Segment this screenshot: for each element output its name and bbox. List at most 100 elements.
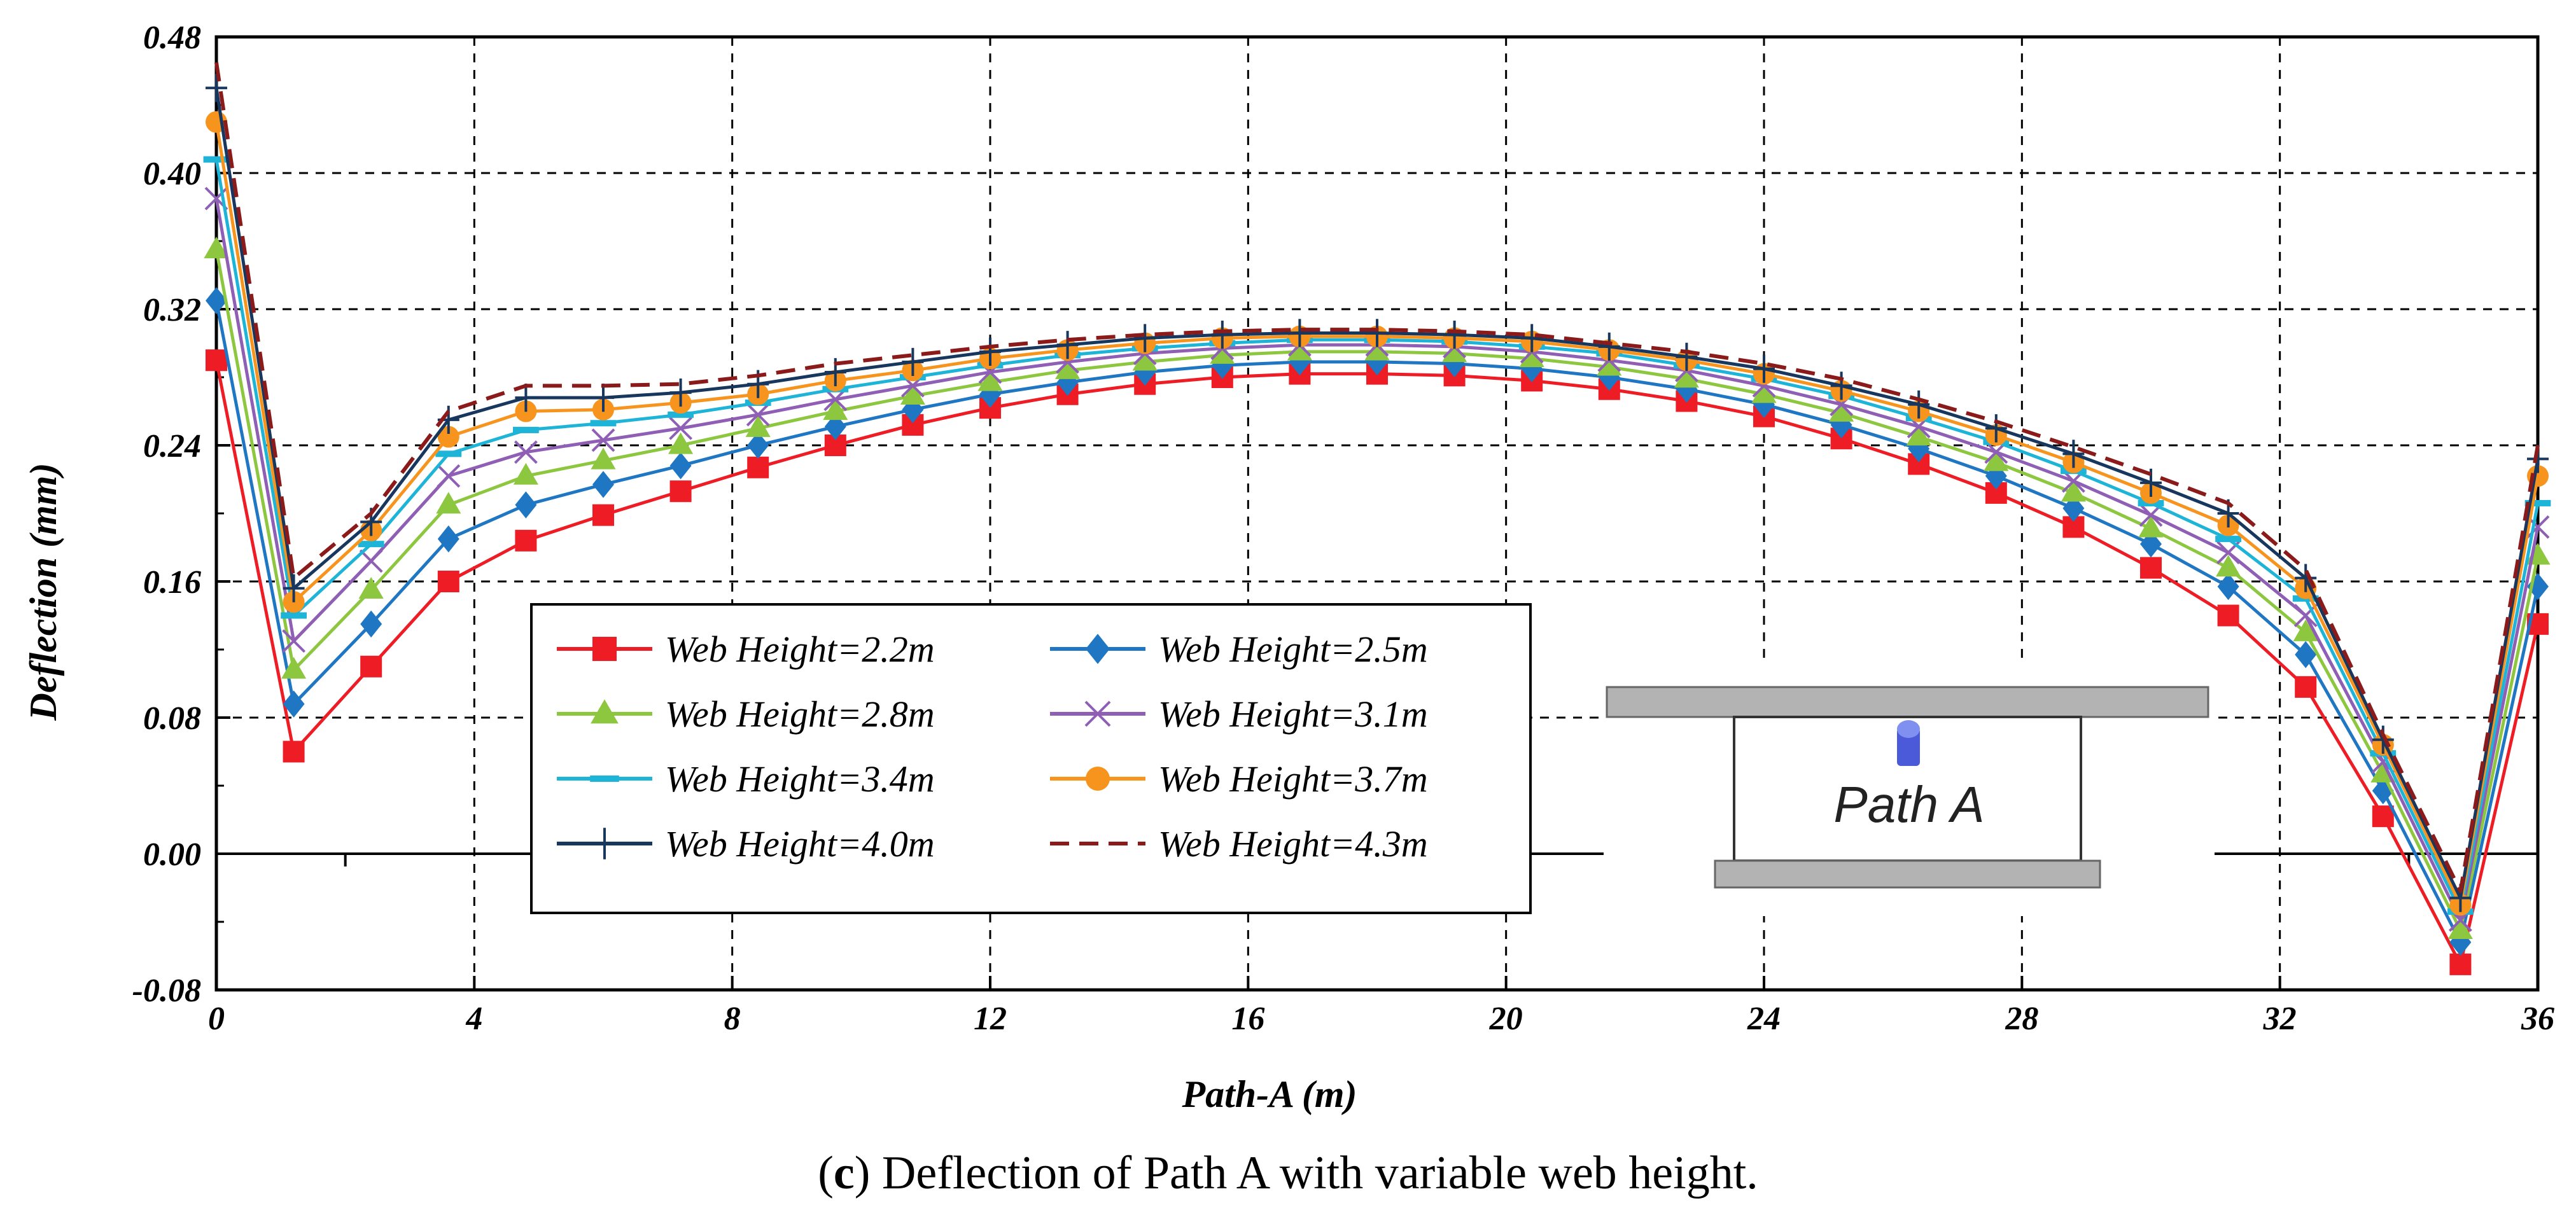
data-point [1906,424,1931,446]
data-point [436,492,461,514]
data-point [669,378,692,407]
x-tick-label: 0 [208,1001,225,1037]
data-point [747,456,769,478]
data-point [360,655,382,678]
data-point [1364,338,1390,361]
data-point [592,384,614,412]
data-point [1908,390,1930,419]
data-point [1056,331,1079,359]
top-flange [1606,686,2209,718]
data-point [1676,342,1698,371]
data-point [206,74,227,102]
data-point [979,337,1001,366]
series-line [214,62,2540,893]
x-tick-label: 16 [1231,1001,1264,1037]
legend-marker [592,637,617,661]
caption-label: c [834,1147,855,1199]
data-point [283,741,305,763]
data-point [1211,321,1233,349]
data-point [437,426,459,448]
x-tick-label: 32 [2263,1001,2297,1037]
data-point [435,450,462,457]
x-tick-label: 28 [2005,1001,2038,1037]
data-point [437,525,459,553]
legend-marker [1084,700,1111,727]
data-point [2216,555,2241,577]
legend-entry: Web Height=4.0m [557,823,935,865]
data-point [1521,324,1543,352]
data-point [1598,332,1620,361]
y-axis-title: Deflection (mm) [22,463,64,721]
legend-label: Web Height=2.8m [665,693,935,735]
legend-label: Web Height=2.5m [1158,629,1428,670]
data-point [977,369,1003,391]
cross-section-diagram: Path A [1604,662,2215,916]
data-point [203,156,230,163]
data-point [1210,342,1235,364]
caption-body: Deflection of Path A with variable web h… [870,1147,1758,1199]
data-point [1442,340,1467,363]
data-point [592,504,614,526]
series-8 [214,62,2540,893]
data-point [2217,604,2239,627]
data-point [206,287,227,314]
data-point [2138,515,2164,538]
legend-label: Web Height=4.0m [665,823,935,865]
data-point [515,384,537,412]
legend-marker [1086,767,1110,791]
legend-label: Web Height=3.1m [1158,693,1428,735]
data-point [591,447,616,469]
bottom-flange [1714,859,2101,889]
data-point [1830,372,1852,400]
data-point [2293,619,2318,641]
data-point [745,415,771,437]
data-point [590,420,617,427]
figure-caption: (c) Deflection of Path A with variable w… [818,1147,1758,1199]
data-point [902,347,924,377]
y-tick-label: 0.24 [143,428,201,464]
data-point [2372,805,2394,828]
series-7 [206,74,2549,912]
data-point [1055,357,1081,379]
data-point [513,426,539,433]
data-point [1674,366,1699,388]
x-tick-label: 12 [974,1001,1007,1037]
diagram-label: Path A [1833,776,1984,833]
data-point [2295,676,2317,698]
data-point [2524,499,2551,506]
x-tick-label: 24 [1747,1001,1781,1037]
x-tick-label: 4 [465,1001,482,1037]
y-tick-label: 0.32 [143,292,201,328]
data-point [2295,564,2317,592]
legend-entry: Web Height=2.2m [557,629,935,670]
load-pin-icon [1897,720,1920,766]
legend-marker [590,775,619,782]
legend-entry: Web Height=4.3m [1050,823,1428,865]
data-point [360,610,382,638]
data-point [282,629,306,653]
legend-box [530,603,1532,914]
data-point [283,690,305,718]
y-tick-label: 0.08 [143,700,201,737]
legend: Web Height=2.2m Web Height=2.5m Web Height… [530,603,1532,914]
data-series [203,62,2551,975]
data-point [206,349,227,372]
data-point [1829,400,1854,422]
data-point [668,411,694,418]
y-tick-label: -0.08 [132,973,201,1009]
data-point [2447,917,2473,939]
legend-entry: Web Height=2.5m [1050,629,1428,670]
data-point [283,574,305,602]
y-tick-label: 0.40 [143,156,201,192]
y-tick-label: 0.00 [143,837,201,873]
x-tick-label: 20 [1489,1001,1523,1037]
x-tick-label: 8 [724,1001,741,1037]
data-point [2062,440,2085,468]
legend-label: Web Height=4.3m [1158,823,1428,865]
y-tick-label: 0.48 [143,20,201,56]
legend-marker [591,699,619,724]
legend-marker [1086,634,1110,664]
data-point [1132,349,1158,371]
legend-entry: Web Height=3.1m [1050,693,1428,735]
